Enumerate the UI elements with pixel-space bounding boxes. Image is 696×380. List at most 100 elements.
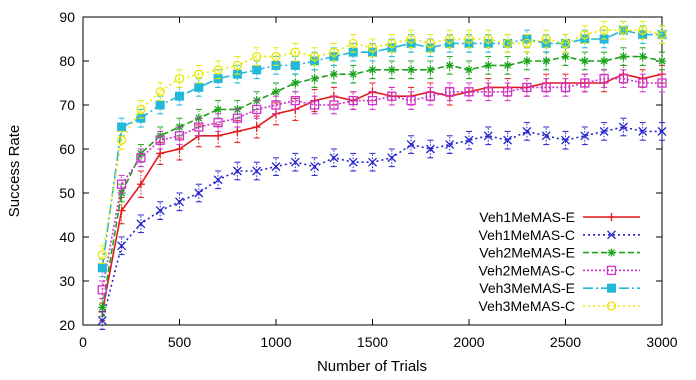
data-point bbox=[464, 135, 474, 145]
data-point bbox=[445, 61, 454, 70]
marker-stroke bbox=[581, 57, 589, 65]
data-point bbox=[175, 145, 184, 153]
data-point bbox=[465, 65, 473, 74]
data-point bbox=[600, 57, 609, 65]
marker-stroke bbox=[155, 206, 165, 216]
marker-shape bbox=[116, 179, 127, 189]
marker-stroke bbox=[232, 166, 242, 176]
marker-stroke bbox=[503, 135, 513, 145]
legend-item: Veh2MeMAS-E bbox=[479, 245, 640, 261]
marker-shape bbox=[309, 51, 320, 62]
marker-shape bbox=[271, 100, 281, 110]
marker-shape bbox=[445, 87, 455, 97]
marker-shape bbox=[464, 34, 474, 44]
marker-stroke bbox=[329, 153, 339, 163]
marker-stroke bbox=[330, 70, 338, 78]
data-point bbox=[425, 91, 436, 101]
y-tick-label: 50 bbox=[59, 185, 75, 201]
data-point bbox=[387, 91, 397, 101]
data-point bbox=[271, 100, 281, 110]
data-point bbox=[483, 34, 493, 44]
data-point bbox=[232, 60, 243, 71]
data-point bbox=[252, 123, 261, 131]
series-line bbox=[101, 77, 662, 290]
series-0 bbox=[98, 64, 666, 322]
marker-shape bbox=[607, 283, 616, 293]
marker-stroke bbox=[214, 105, 222, 113]
data-point bbox=[407, 65, 416, 74]
marker-shape bbox=[232, 60, 243, 71]
marker-shape bbox=[348, 38, 358, 49]
data-point bbox=[116, 135, 127, 145]
data-point bbox=[657, 29, 667, 40]
x-tick-label: 1500 bbox=[357, 334, 388, 350]
data-point bbox=[502, 87, 513, 97]
data-point bbox=[522, 82, 532, 93]
marker-shape bbox=[116, 135, 127, 145]
data-point bbox=[252, 104, 262, 115]
data-point bbox=[484, 61, 493, 70]
data-point bbox=[155, 87, 165, 97]
data-point bbox=[503, 135, 513, 145]
data-point bbox=[542, 57, 551, 65]
data-point bbox=[638, 78, 648, 88]
marker-shape bbox=[425, 91, 436, 101]
data-point bbox=[214, 105, 223, 114]
marker-shape bbox=[560, 38, 571, 49]
data-point bbox=[618, 25, 629, 35]
data-point bbox=[232, 113, 243, 123]
marker-shape bbox=[406, 95, 416, 106]
marker-shape bbox=[502, 38, 513, 49]
data-point bbox=[271, 162, 281, 172]
data-point bbox=[561, 52, 570, 61]
marker-stroke bbox=[194, 188, 204, 198]
marker-shape bbox=[560, 82, 571, 93]
marker-stroke bbox=[483, 131, 493, 141]
marker-shape bbox=[483, 34, 493, 44]
marker-shape bbox=[522, 82, 532, 93]
data-point bbox=[136, 180, 145, 189]
data-point bbox=[329, 47, 339, 57]
marker-shape bbox=[618, 25, 629, 35]
legend-label: Veh2MeMAS-E bbox=[479, 245, 575, 261]
x-axis-label: Number of Trials bbox=[317, 358, 427, 375]
data-point bbox=[560, 38, 571, 49]
series-2 bbox=[98, 47, 666, 317]
data-point bbox=[483, 131, 493, 141]
marker-stroke bbox=[504, 61, 512, 69]
data-point bbox=[97, 249, 107, 260]
marker-shape bbox=[329, 47, 339, 57]
data-point bbox=[309, 100, 320, 110]
data-point bbox=[252, 65, 262, 75]
data-point bbox=[156, 149, 165, 158]
data-point bbox=[136, 104, 146, 115]
marker-shape bbox=[136, 153, 146, 163]
data-point bbox=[194, 82, 204, 92]
marker-stroke bbox=[407, 66, 415, 74]
marker-shape bbox=[174, 73, 185, 84]
marker-shape bbox=[367, 43, 378, 53]
data-point bbox=[368, 65, 377, 74]
data-point bbox=[522, 38, 532, 49]
data-point bbox=[213, 175, 223, 185]
marker-shape bbox=[329, 100, 339, 110]
data-point bbox=[136, 219, 146, 229]
legend-item: Veh1MeMAS-C bbox=[479, 227, 640, 243]
legend-marker bbox=[607, 283, 616, 293]
data-point bbox=[406, 34, 416, 44]
marker-stroke bbox=[542, 57, 550, 65]
data-point bbox=[348, 38, 358, 49]
marker-stroke bbox=[117, 241, 127, 251]
x-tick-label: 3000 bbox=[646, 334, 677, 350]
data-point bbox=[618, 122, 628, 132]
marker-stroke bbox=[271, 162, 281, 172]
marker-stroke bbox=[426, 66, 434, 74]
data-point bbox=[657, 78, 667, 88]
marker-shape bbox=[117, 122, 127, 132]
marker-shape bbox=[367, 95, 378, 106]
legend: Veh1MeMAS-E Veh1MeMAS-C Veh2MeMAS-EVeh2MeM… bbox=[479, 209, 640, 314]
data-point bbox=[155, 135, 165, 145]
marker-shape bbox=[599, 73, 609, 84]
series-line bbox=[101, 29, 662, 268]
data-point bbox=[387, 38, 397, 49]
